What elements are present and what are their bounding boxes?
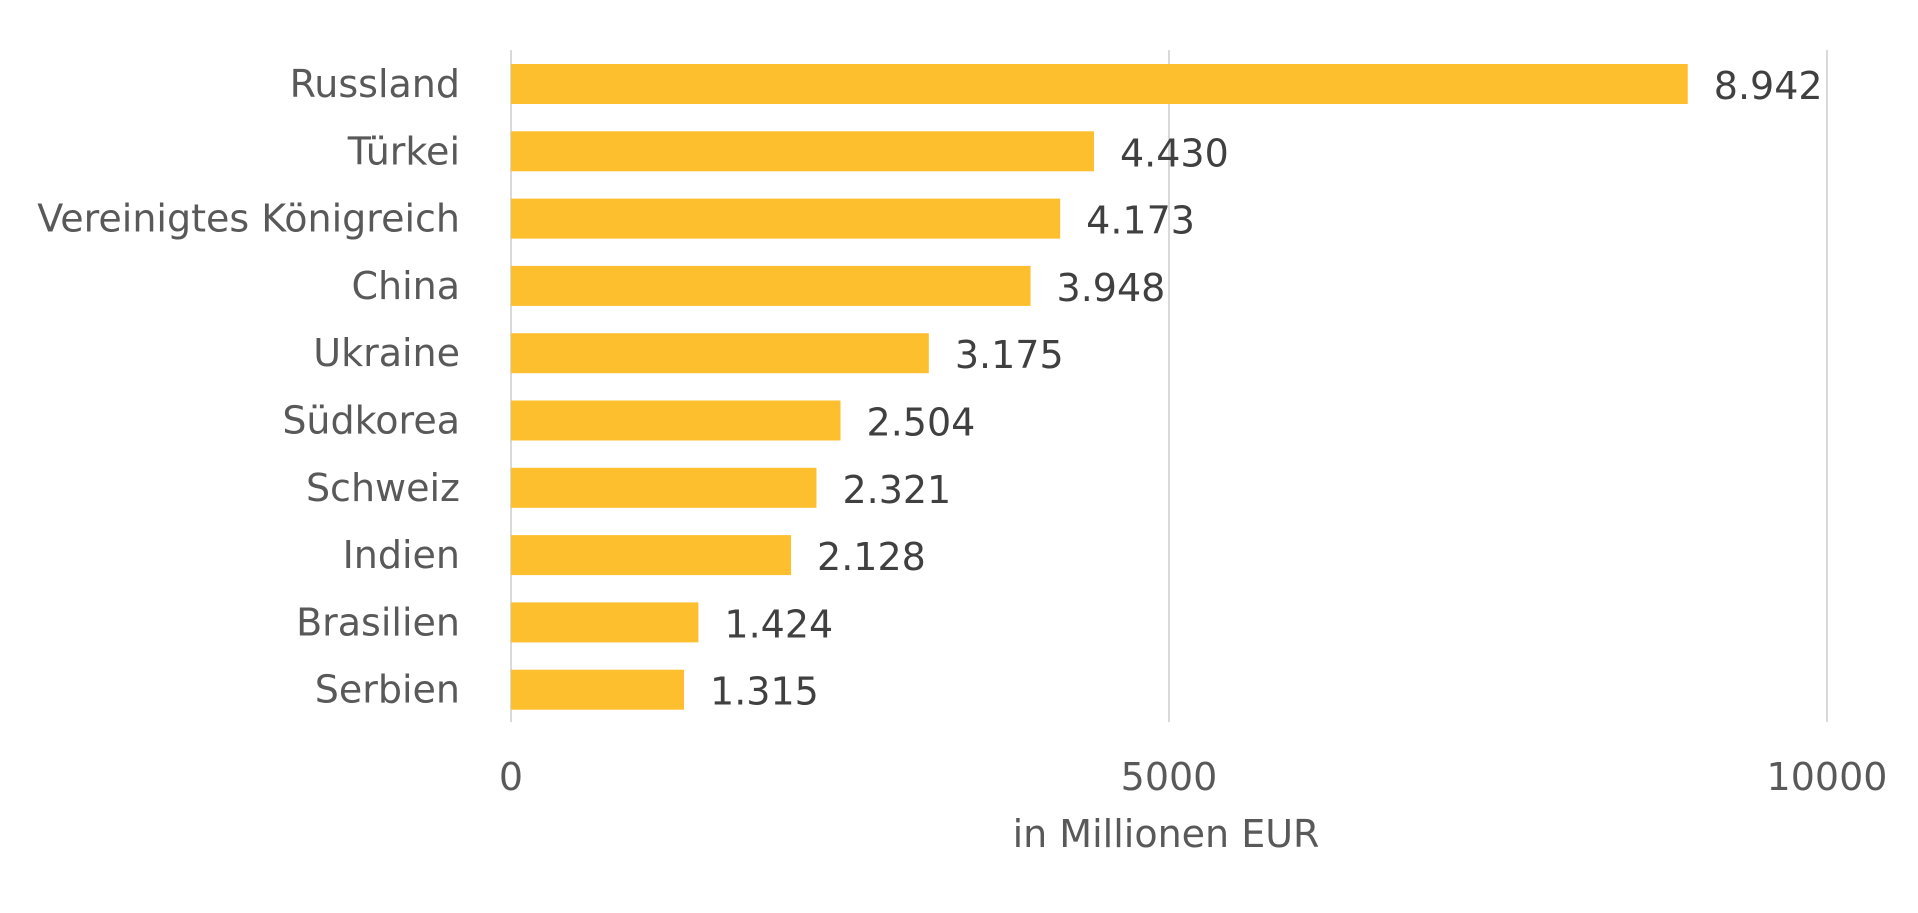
bar-indien	[511, 535, 792, 576]
value-label-tuerkei: 4.430	[1120, 131, 1229, 175]
bar-ukraine	[511, 333, 929, 374]
bar-serbien	[511, 669, 685, 710]
value-label-schweiz: 2.321	[842, 468, 951, 512]
bar-brasilien	[511, 602, 699, 643]
x-axis-title: in Millionen EUR	[1013, 812, 1320, 856]
category-label-russland: Russland	[290, 62, 460, 106]
category-label-brasilien: Brasilien	[296, 600, 460, 644]
bar-china	[511, 265, 1031, 306]
category-labels: Russland Türkei Vereinigtes Königreich Chin…	[37, 62, 460, 712]
category-label-suedkorea: Südkorea	[282, 399, 460, 443]
bars	[511, 64, 1688, 710]
category-label-china: China	[351, 264, 460, 308]
x-tick-label-0: 0	[499, 755, 523, 799]
bar-schweiz	[511, 467, 817, 508]
value-label-serbien: 1.315	[710, 670, 819, 714]
value-label-suedkorea: 2.504	[867, 401, 976, 445]
value-label-china: 3.948	[1057, 266, 1166, 310]
x-tick-label-10000: 10000	[1767, 755, 1888, 799]
x-tick-label-5000: 5000	[1121, 755, 1218, 799]
value-label-russland: 8.942	[1714, 64, 1823, 108]
bar-vereinigtes-koenigreich	[511, 198, 1061, 239]
category-label-tuerkei: Türkei	[347, 129, 460, 173]
category-label-vereinigtes-koenigreich: Vereinigtes Königreich	[37, 197, 460, 241]
x-tick-labels: 0 5000 10000	[499, 755, 1888, 799]
category-label-schweiz: Schweiz	[306, 466, 460, 510]
bar-suedkorea	[511, 400, 841, 441]
bar-russland	[511, 64, 1688, 104]
category-label-indien: Indien	[343, 533, 460, 577]
value-label-ukraine: 3.175	[955, 333, 1064, 377]
category-label-serbien: Serbien	[315, 668, 460, 712]
value-label-indien: 2.128	[817, 535, 926, 579]
category-label-ukraine: Ukraine	[313, 331, 460, 375]
value-label-vereinigtes-koenigreich: 4.173	[1086, 199, 1195, 243]
bar-tuerkei	[511, 131, 1094, 172]
value-labels: 8.942 4.430 4.173 3.948 3.175 2.504 2.321 2.128…	[710, 64, 1823, 714]
value-label-brasilien: 1.424	[724, 602, 833, 646]
